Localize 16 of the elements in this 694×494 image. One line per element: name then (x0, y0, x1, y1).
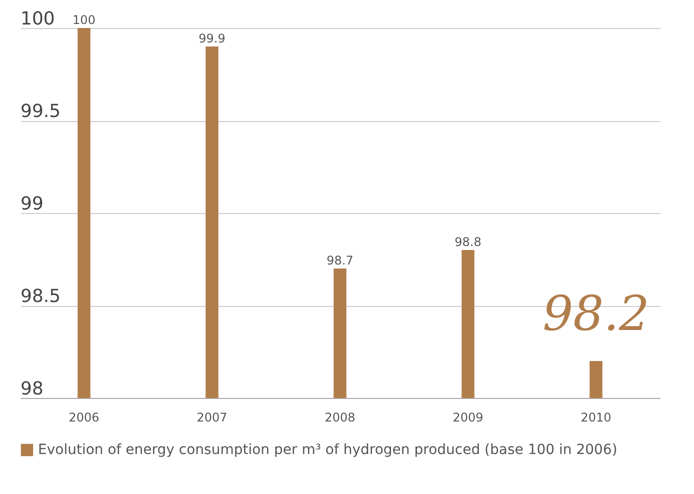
x-tick-label: 2006 (68, 410, 100, 424)
x-tick-label: 2009 (452, 410, 484, 424)
x-tick-label: 2010 (580, 410, 612, 424)
data-label: 99.9 (198, 32, 226, 46)
legend-label: Evolution of energy consumption per m³ of hydrogen produced (base 100 in 2006) (38, 442, 618, 458)
data-label: 98.7 (326, 254, 354, 268)
y-tick-label: 99 (20, 194, 44, 214)
y-tick-label: 100 (20, 8, 55, 30)
x-tick-label: 2007 (196, 410, 228, 424)
data-label: 98.2 (542, 286, 650, 342)
data-label: 100 (72, 13, 96, 27)
x-tick-label: 2008 (324, 410, 356, 424)
data-label: 98.8 (454, 235, 482, 249)
y-tick-label: 98 (20, 378, 44, 400)
y-tick-label: 99.5 (20, 101, 61, 122)
y-tick-label: 98.5 (20, 286, 61, 307)
